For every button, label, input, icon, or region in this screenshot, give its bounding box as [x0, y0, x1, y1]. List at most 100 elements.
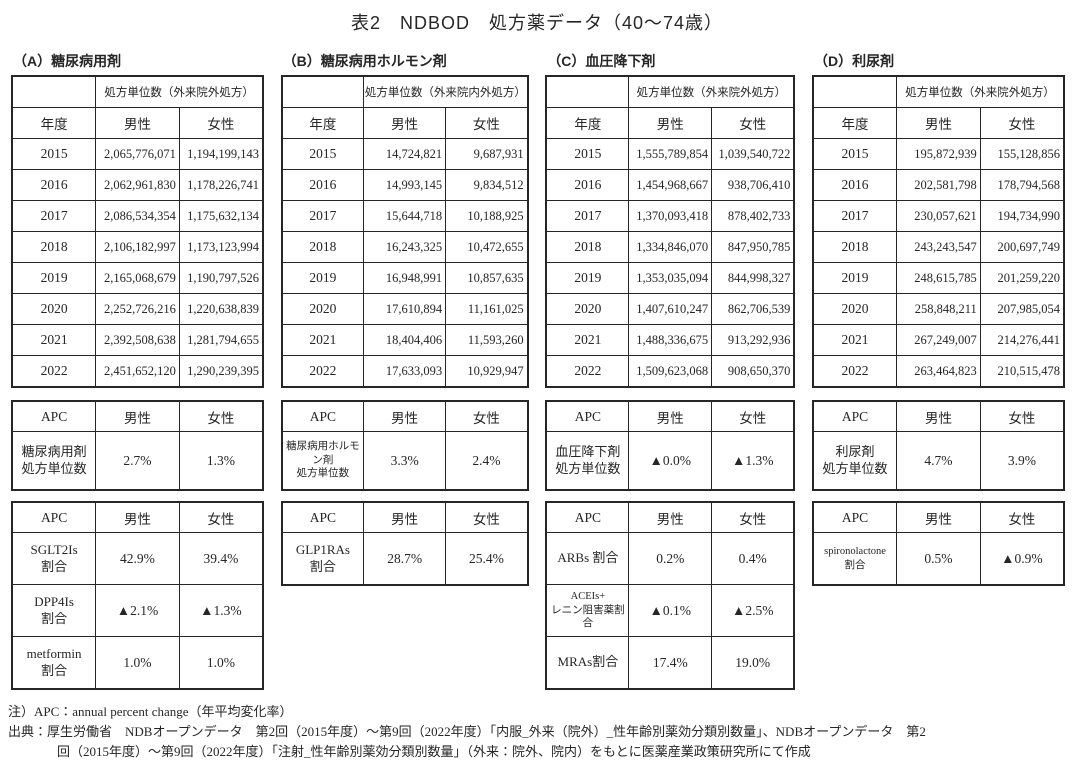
- apc-row-label-cell: 糖尿病用ホルモン剤 処方単位数: [281, 431, 365, 491]
- corner-cell: [545, 75, 630, 108]
- apc-data-row: ARBs 割合 0.2% 0.4%: [545, 532, 795, 585]
- year-cell: 2015: [281, 138, 365, 170]
- female-value-cell: 1,175,632,134: [178, 200, 264, 232]
- table-columns: （A）糖尿病用剤 処方単位数（外来院外処方） 年度 男性 女性 2015 2,065,77…: [0, 51, 1074, 690]
- year-data-row: 2017 2,086,534,354 1,175,632,134: [11, 200, 264, 232]
- female-apc-cell: ▲0.9%: [979, 532, 1065, 586]
- unit-header-cell: 処方単位数（外来院外処方）: [95, 75, 264, 108]
- female-apc-cell: 39.4%: [178, 532, 264, 585]
- male-apc-cell: 4.7%: [896, 431, 981, 491]
- year-data-row: 2019 1,353,035,094 844,998,327: [545, 262, 795, 294]
- male-value-cell: 16,243,325: [363, 231, 447, 263]
- male-apc-cell: 28.7%: [363, 532, 447, 586]
- male-value-cell: 248,615,785: [896, 262, 981, 294]
- male-apc-cell: 2.7%: [95, 431, 180, 491]
- unit-header-row: 処方単位数（外来院外処方）: [812, 75, 1065, 108]
- section-a: （A）糖尿病用剤 処方単位数（外来院外処方） 年度 男性 女性 2015 2,065,77…: [11, 51, 264, 690]
- year-cell: 2016: [545, 169, 630, 201]
- male-value-cell: 14,993,145: [363, 169, 447, 201]
- male-value-cell: 195,872,939: [896, 138, 981, 170]
- year-cell: 2022: [812, 355, 898, 388]
- year-cell: 2021: [281, 324, 365, 356]
- male-value-cell: 267,249,007: [896, 324, 981, 356]
- female-value-cell: 938,706,410: [711, 169, 795, 201]
- year-cell: 2019: [812, 262, 898, 294]
- year-data-row: 2021 1,488,336,675 913,292,936: [545, 324, 795, 356]
- year-data-row: 2017 15,644,718 10,188,925: [281, 200, 529, 232]
- male-value-cell: 1,509,623,068: [628, 355, 713, 388]
- female-header-cell: 女性: [445, 400, 529, 432]
- male-header-cell: 男性: [896, 400, 981, 432]
- male-value-cell: 18,404,406: [363, 324, 447, 356]
- year-data-row: 2020 1,407,610,247 862,706,539: [545, 293, 795, 325]
- female-header-cell: 女性: [445, 107, 529, 139]
- unit-header-row: 処方単位数（外来院内外処方）: [281, 75, 529, 108]
- male-value-cell: 17,633,093: [363, 355, 447, 388]
- male-value-cell: 202,581,798: [896, 169, 981, 201]
- male-apc-cell: 1.0%: [95, 636, 180, 690]
- unit-header-cell: 処方単位数（外来院内外処方）: [363, 75, 529, 108]
- female-value-cell: 11,161,025: [445, 293, 529, 325]
- male-header-cell: 男性: [363, 501, 447, 533]
- year-data-row: 2021 18,404,406 11,593,260: [281, 324, 529, 356]
- apc-data-row: MRAs割合 17.4% 19.0%: [545, 636, 795, 690]
- year-cell: 2018: [11, 231, 97, 263]
- female-apc-cell: 2.4%: [445, 431, 529, 491]
- column-header-row: 年度 男性 女性: [281, 107, 529, 139]
- year-cell: 2015: [545, 138, 630, 170]
- male-header-cell: 男性: [363, 400, 447, 432]
- male-apc-cell: 0.5%: [896, 532, 981, 586]
- male-value-cell: 2,106,182,997: [95, 231, 180, 263]
- apc-data-row: 利尿剤 処方単位数 4.7% 3.9%: [812, 431, 1065, 491]
- apc-header-row: APC 男性 女性: [11, 400, 264, 432]
- year-cell: 2019: [545, 262, 630, 294]
- year-data-row: 2022 263,464,823 210,515,478: [812, 355, 1065, 388]
- apc-header-row: APC 男性 女性: [281, 501, 529, 533]
- female-apc-cell: 0.4%: [711, 532, 795, 585]
- male-value-cell: 1,488,336,675: [628, 324, 713, 356]
- section-b-main-table: 処方単位数（外来院内外処方） 年度 男性 女性 2015 14,724,821 9,687,…: [280, 75, 529, 388]
- year-cell: 2019: [11, 262, 97, 294]
- year-cell: 2020: [545, 293, 630, 325]
- section-c-apc-share-table: APC 男性 女性 ARBs 割合 0.2% 0.4% ACEIs+ レニン阻害薬割合 ▲0.…: [545, 501, 796, 690]
- male-apc-cell: ▲2.1%: [95, 584, 180, 637]
- female-value-cell: 1,173,123,994: [178, 231, 264, 263]
- section-d-main-table: 処方単位数（外来院外処方） 年度 男性 女性 2015 195,872,939 155,12…: [811, 75, 1065, 388]
- apc-data-row: 糖尿病用ホルモン剤 処方単位数 3.3% 2.4%: [281, 431, 529, 491]
- year-cell: 2017: [11, 200, 97, 232]
- female-apc-cell: 19.0%: [711, 636, 795, 690]
- male-header-cell: 男性: [628, 107, 713, 139]
- section-a-apc-table: APC 男性 女性 糖尿病用剤 処方単位数 2.7% 1.3%: [11, 400, 264, 491]
- corner-cell: [812, 75, 898, 108]
- year-data-row: 2017 1,370,093,418 878,402,733: [545, 200, 795, 232]
- female-header-cell: 女性: [178, 501, 264, 533]
- year-data-row: 2019 248,615,785 201,259,220: [812, 262, 1065, 294]
- year-data-row: 2015 2,065,776,071 1,194,199,143: [11, 138, 264, 170]
- female-value-cell: 1,194,199,143: [178, 138, 264, 170]
- year-cell: 2016: [281, 169, 365, 201]
- year-data-row: 2021 2,392,508,638 1,281,794,655: [11, 324, 264, 356]
- section-c: （C）血圧降下剤 処方単位数（外来院外処方） 年度 男性 女性 2015 1,555,78…: [545, 51, 796, 690]
- female-value-cell: 1,178,226,741: [178, 169, 264, 201]
- female-value-cell: 10,188,925: [445, 200, 529, 232]
- corner-cell: [11, 75, 97, 108]
- apc-row-label-cell: MRAs割合: [545, 636, 630, 690]
- year-header-cell: 年度: [11, 107, 97, 139]
- male-value-cell: 2,392,508,638: [95, 324, 180, 356]
- apc-row-label-cell: 血圧降下剤 処方単位数: [545, 431, 630, 491]
- male-header-cell: 男性: [95, 501, 180, 533]
- female-apc-cell: 1.3%: [178, 431, 264, 491]
- apc-header-row: APC 男性 女性: [812, 400, 1065, 432]
- male-header-cell: 男性: [896, 501, 981, 533]
- male-value-cell: 2,065,776,071: [95, 138, 180, 170]
- year-cell: 2019: [281, 262, 365, 294]
- year-cell: 2015: [11, 138, 97, 170]
- apc-row-label-cell: DPP4Is 割合: [11, 584, 97, 637]
- female-apc-cell: 25.4%: [445, 532, 529, 586]
- female-value-cell: 9,834,512: [445, 169, 529, 201]
- male-value-cell: 263,464,823: [896, 355, 981, 388]
- apc-header-cell: APC: [812, 501, 898, 533]
- male-value-cell: 243,243,547: [896, 231, 981, 263]
- section-b-apc-share-table: APC 男性 女性 GLP1RAs 割合 28.7% 25.4%: [280, 501, 529, 586]
- apc-header-cell: APC: [545, 400, 630, 432]
